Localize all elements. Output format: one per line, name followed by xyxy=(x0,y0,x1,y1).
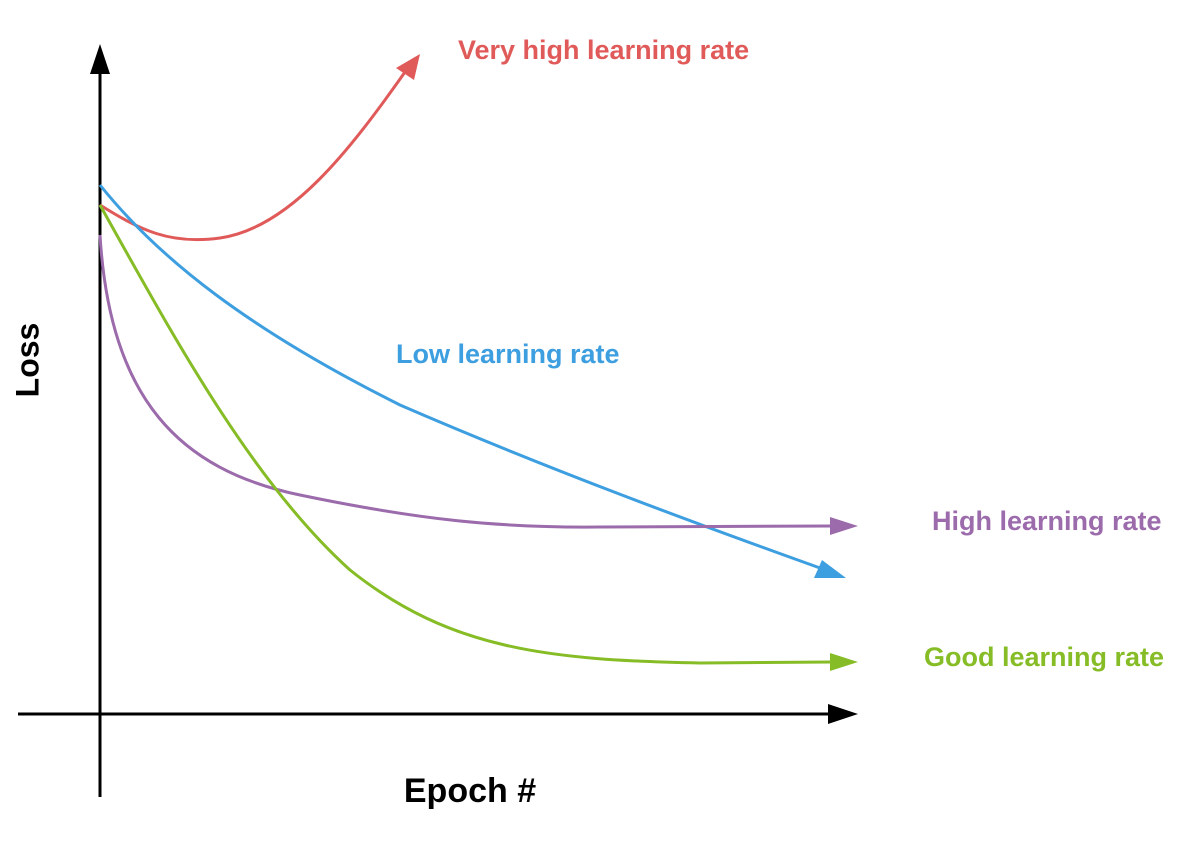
good-curve xyxy=(98,204,833,665)
x-axis-arrow xyxy=(828,704,858,724)
y-axis-label: Loss xyxy=(9,323,45,398)
good-arrow xyxy=(830,653,858,671)
high-arrow xyxy=(830,517,858,535)
curve-label: Very high learning rate xyxy=(458,35,749,65)
low-curve xyxy=(98,184,821,570)
very-high-curve xyxy=(99,71,407,242)
high-curve xyxy=(98,234,833,529)
curve-label: Low learning rate xyxy=(396,339,620,369)
very-high-arrow xyxy=(396,54,420,80)
low-arrow xyxy=(814,560,846,578)
curve-label: Good learning rate xyxy=(924,642,1164,672)
x-axis-label: Epoch # xyxy=(404,772,536,810)
curve-label: High learning rate xyxy=(932,506,1162,536)
y-axis-arrow xyxy=(90,44,110,74)
